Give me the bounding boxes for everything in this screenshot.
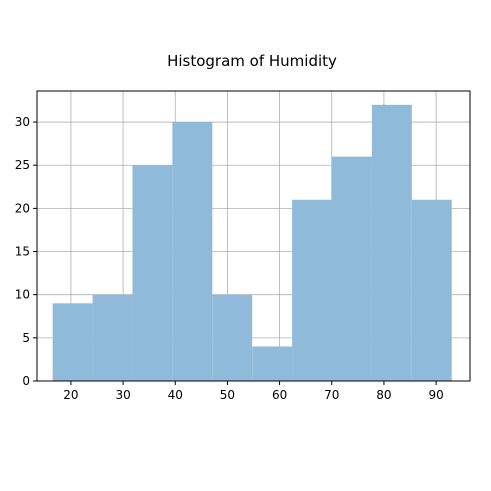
x-tick-label: 90 <box>428 388 443 402</box>
y-tick-label: 0 <box>22 374 30 388</box>
y-tick-label: 5 <box>22 331 30 345</box>
ticks-layer: 20 30 40 50 60 70 80 90 0 5 10 15 20 25 30 <box>15 115 444 402</box>
histogram-bar <box>411 199 452 381</box>
y-tick-label: 10 <box>15 288 30 302</box>
x-tick-label: 30 <box>115 388 130 402</box>
x-tick-label: 50 <box>220 388 235 402</box>
y-tick-label: 20 <box>15 201 30 215</box>
histogram-bar <box>252 346 293 381</box>
histogram-bar <box>371 104 412 382</box>
chart-title: Histogram of Humidity <box>167 52 337 70</box>
bars-layer <box>52 104 452 382</box>
x-tick-label: 60 <box>272 388 287 402</box>
histogram-bar <box>332 156 372 381</box>
y-tick-label: 25 <box>15 158 30 172</box>
histogram-bar <box>92 294 133 381</box>
histogram-bar <box>292 199 333 381</box>
histogram-bar <box>172 122 213 382</box>
x-tick-label: 80 <box>376 388 391 402</box>
axes-frame <box>36 90 471 382</box>
histogram-bar <box>52 303 93 381</box>
histogram-bar <box>132 165 173 381</box>
x-tick-label: 70 <box>324 388 339 402</box>
y-tick-label: 15 <box>15 245 30 259</box>
x-tick-label: 40 <box>168 388 183 402</box>
histogram-bar <box>212 294 253 381</box>
axes-layer <box>36 90 471 382</box>
y-tick-label: 30 <box>15 115 30 129</box>
x-tick-label: 20 <box>63 388 78 402</box>
